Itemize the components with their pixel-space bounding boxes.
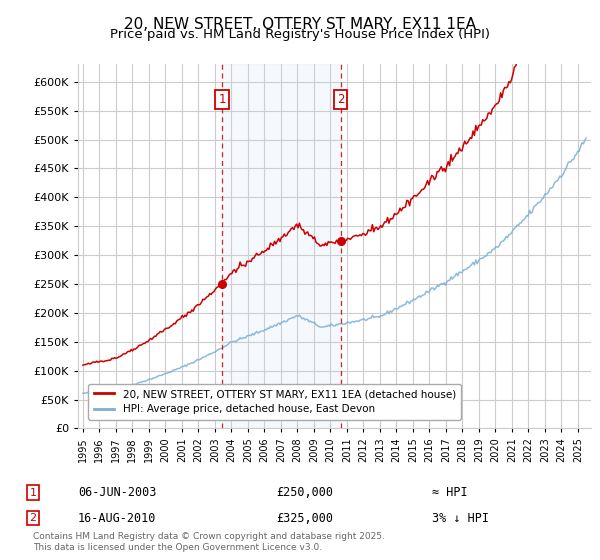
Text: Contains HM Land Registry data © Crown copyright and database right 2025.
This d: Contains HM Land Registry data © Crown c… bbox=[33, 532, 385, 552]
Bar bbox=[222, 64, 341, 428]
Text: 2: 2 bbox=[29, 513, 37, 523]
Text: 1: 1 bbox=[29, 488, 37, 498]
Legend: 20, NEW STREET, OTTERY ST MARY, EX11 1EA (detached house), HPI: Average price, d: 20, NEW STREET, OTTERY ST MARY, EX11 1EA… bbox=[88, 384, 461, 419]
Text: 20, NEW STREET, OTTERY ST MARY, EX11 1EA: 20, NEW STREET, OTTERY ST MARY, EX11 1EA bbox=[124, 17, 476, 32]
Text: 16-AUG-2010: 16-AUG-2010 bbox=[78, 511, 157, 525]
Text: 06-JUN-2003: 06-JUN-2003 bbox=[78, 486, 157, 500]
Text: Price paid vs. HM Land Registry's House Price Index (HPI): Price paid vs. HM Land Registry's House … bbox=[110, 28, 490, 41]
Text: £250,000: £250,000 bbox=[276, 486, 333, 500]
Text: ≈ HPI: ≈ HPI bbox=[432, 486, 467, 500]
Text: 1: 1 bbox=[218, 92, 226, 106]
Text: £325,000: £325,000 bbox=[276, 511, 333, 525]
Text: 2: 2 bbox=[337, 92, 344, 106]
Text: 3% ↓ HPI: 3% ↓ HPI bbox=[432, 511, 489, 525]
